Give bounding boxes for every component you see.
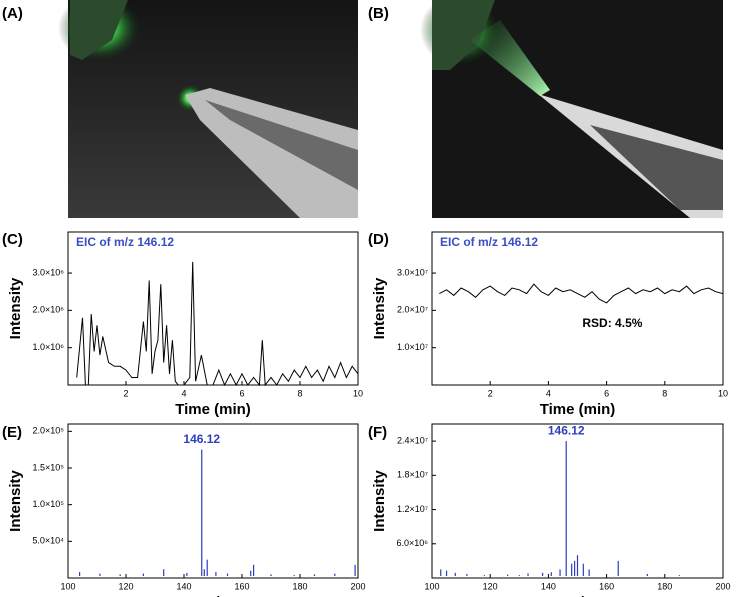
x-axis-label: Time (min) xyxy=(540,401,616,418)
x-tick-label: 100 xyxy=(424,581,439,591)
x-tick-label: 160 xyxy=(234,581,249,591)
y-tick-label: 1.0×10⁶ xyxy=(33,342,65,352)
x-tick-label: 10 xyxy=(718,388,728,398)
y-tick-label: 2.0×10⁷ xyxy=(397,305,428,315)
panel-label: (B) xyxy=(368,5,389,22)
plot-frame xyxy=(431,423,724,579)
photo-b xyxy=(420,0,723,218)
trace-line xyxy=(439,283,724,304)
panel-label: (F) xyxy=(368,424,387,441)
x-tick-label: 4 xyxy=(181,388,186,398)
x-tick-label: 8 xyxy=(297,388,302,398)
chart-title: EIC of m/z 146.12 xyxy=(76,235,174,249)
x-tick-label: 200 xyxy=(350,581,365,591)
y-tick-label: 1.0×10⁷ xyxy=(397,342,428,352)
x-tick-label: 120 xyxy=(118,581,133,591)
y-tick-label: 3.0×10⁶ xyxy=(33,267,65,277)
annotation: 146.12 xyxy=(183,432,220,446)
x-tick-label: 180 xyxy=(657,581,672,591)
plot-frame xyxy=(67,231,359,386)
x-tick-label: 140 xyxy=(176,581,191,591)
panel-label: (C) xyxy=(2,231,23,248)
y-tick-label: 6.0×10⁶ xyxy=(397,538,429,548)
y-tick-label: 1.2×10⁷ xyxy=(397,504,428,514)
x-axis-label: Time (min) xyxy=(175,401,251,418)
trace-line xyxy=(76,261,359,387)
x-tick-label: 140 xyxy=(541,581,556,591)
annotation: RSD: 4.5% xyxy=(582,316,642,330)
x-axis-label: m/z xyxy=(200,594,226,597)
x-tick-label: 6 xyxy=(604,388,609,398)
x-tick-label: 120 xyxy=(483,581,498,591)
x-tick-label: 100 xyxy=(60,581,75,591)
y-axis-label: Intensity xyxy=(7,470,24,532)
y-tick-label: 1.0×10⁵ xyxy=(32,499,64,509)
y-tick-label: 2.0×10⁵ xyxy=(32,426,64,436)
panel-label: (A) xyxy=(2,5,23,22)
x-tick-label: 2 xyxy=(123,388,128,398)
y-tick-label: 5.0×10⁴ xyxy=(32,536,64,546)
y-axis-label: Intensity xyxy=(371,470,388,532)
annotation: 146.12 xyxy=(548,423,585,437)
x-tick-label: 160 xyxy=(599,581,614,591)
x-tick-label: 4 xyxy=(546,388,551,398)
chart-title: EIC of m/z 146.12 xyxy=(440,235,538,249)
plot-frame xyxy=(431,231,724,386)
x-tick-label: 8 xyxy=(662,388,667,398)
y-tick-label: 1.8×10⁷ xyxy=(397,470,428,480)
photo-a xyxy=(58,0,358,218)
y-tick-label: 1.5×10⁵ xyxy=(32,462,64,472)
y-axis-label: Intensity xyxy=(371,277,388,339)
x-tick-label: 6 xyxy=(239,388,244,398)
x-axis-label: m/z xyxy=(565,594,591,597)
y-tick-label: 3.0×10⁷ xyxy=(397,267,428,277)
x-tick-label: 180 xyxy=(292,581,307,591)
y-tick-label: 2.4×10⁷ xyxy=(397,435,428,445)
x-tick-label: 10 xyxy=(353,388,363,398)
panel-label: (D) xyxy=(368,231,389,248)
y-axis-label: Intensity xyxy=(7,277,24,339)
panel-label: (E) xyxy=(2,424,22,441)
x-tick-label: 200 xyxy=(715,581,730,591)
plot-frame xyxy=(67,423,359,579)
y-tick-label: 2.0×10⁶ xyxy=(33,305,65,315)
x-tick-label: 2 xyxy=(488,388,493,398)
